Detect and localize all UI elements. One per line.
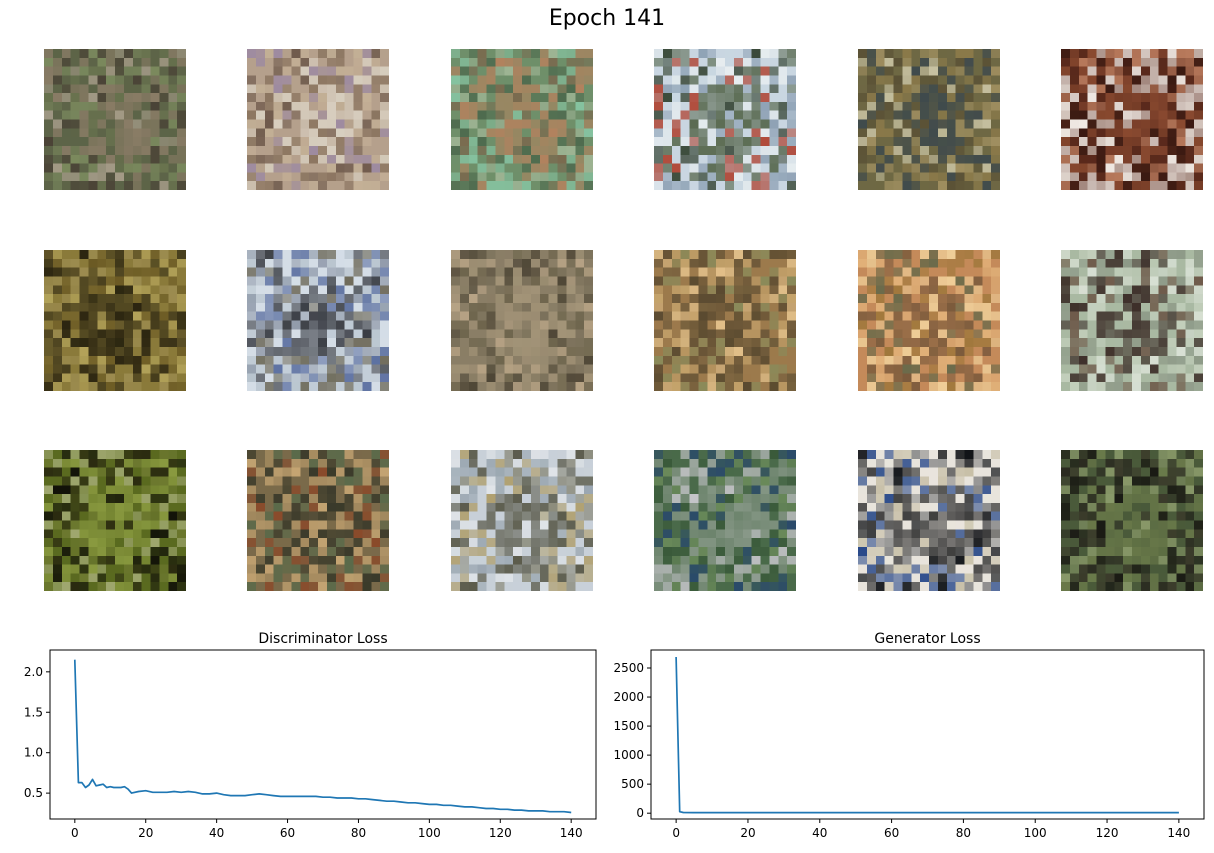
x-tick-label: 40 <box>812 826 827 840</box>
sample-image-5 <box>858 49 1000 190</box>
x-tick-label: 120 <box>1096 826 1119 840</box>
sample-image-7 <box>44 250 186 391</box>
loss-series-line <box>675 656 1179 814</box>
sample-image-18 <box>1061 450 1203 591</box>
y-tick-label: 1.0 <box>24 746 43 760</box>
sample-image-4 <box>654 49 796 190</box>
y-tick-label: 2500 <box>613 661 644 675</box>
y-tick-label: 1000 <box>613 748 644 762</box>
x-tick-label: 0 <box>71 826 79 840</box>
x-tick-label: 140 <box>1167 826 1190 840</box>
sample-image-2 <box>247 49 389 190</box>
y-tick-label: 2000 <box>613 690 644 704</box>
x-tick-label: 140 <box>560 826 583 840</box>
y-tick-label: 1500 <box>613 719 644 733</box>
x-tick-label: 40 <box>209 826 224 840</box>
plot-frame <box>650 649 1205 820</box>
y-tick-label: 500 <box>621 777 644 791</box>
sample-image-3 <box>451 49 593 190</box>
loss-series-line <box>73 659 572 814</box>
sample-image-13 <box>44 450 186 591</box>
x-tick-label: 20 <box>740 826 755 840</box>
chart-title: Generator Loss <box>874 631 980 647</box>
sample-image-12 <box>1061 250 1203 391</box>
sample-image-16 <box>654 450 796 591</box>
y-tick-label: 2.0 <box>24 665 43 679</box>
x-tick-label: 80 <box>956 826 971 840</box>
y-tick-label: 0.5 <box>24 786 43 800</box>
generator-loss-chart: Generator Loss 0 20 40 60 80 100 120 140 0 500 1000… <box>613 631 1205 840</box>
sample-image-8 <box>247 250 389 391</box>
x-tick-label: 60 <box>280 826 295 840</box>
x-tick-label: 0 <box>672 826 680 840</box>
x-tick-label: 20 <box>138 826 153 840</box>
discriminator-loss-chart: Discriminator Loss 0 20 40 60 80 100 120 140 0.5 1… <box>24 631 597 840</box>
sample-image-9 <box>451 250 593 391</box>
chart-title: Discriminator Loss <box>258 631 387 647</box>
x-tick-label: 60 <box>884 826 899 840</box>
sample-image-17 <box>858 450 1000 591</box>
x-tick-label: 100 <box>418 826 441 840</box>
sample-image-1 <box>44 49 186 190</box>
sample-image-11 <box>858 250 1000 391</box>
sample-image-6 <box>1061 49 1203 190</box>
x-tick-label: 80 <box>351 826 366 840</box>
sample-image-10 <box>654 250 796 391</box>
y-tick-label: 1.5 <box>24 705 43 719</box>
x-tick-label: 120 <box>489 826 512 840</box>
x-tick-label: 100 <box>1024 826 1047 840</box>
sample-image-14 <box>247 450 389 591</box>
y-tick-label: 0 <box>636 806 644 820</box>
sample-image-15 <box>451 450 593 591</box>
figure-title: Epoch 141 <box>548 6 666 31</box>
plot-frame <box>49 649 597 820</box>
